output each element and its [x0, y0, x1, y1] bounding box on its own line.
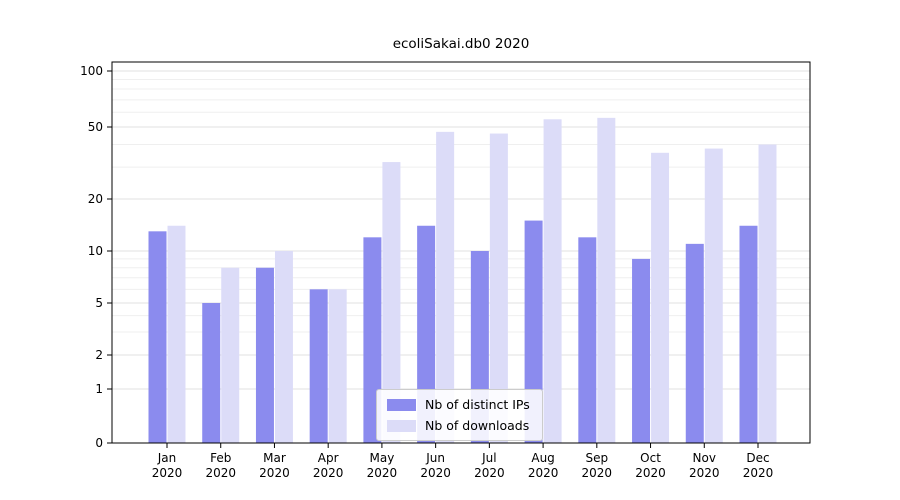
x-tick-label-month: Jan	[157, 451, 177, 465]
x-tick-label-year: 2020	[689, 466, 720, 480]
bar-nb-of-downloads-dec	[758, 144, 777, 443]
x-tick-label-year: 2020	[259, 466, 290, 480]
axes-box	[111, 61, 811, 444]
x-tick-label-month: Oct	[640, 451, 661, 465]
y-tick-label: 5	[95, 296, 103, 310]
legend-item-distinct-ips: Nb of distinct IPs	[387, 397, 530, 412]
x-tick-label-month: Feb	[210, 451, 231, 465]
x-tick-label-month: May	[370, 451, 395, 465]
bar-nb-of-downloads-sep	[597, 117, 616, 444]
bar-nb-of-downloads-jul	[489, 133, 508, 443]
bar-nb-of-downloads-aug	[543, 119, 562, 443]
x-tick-label-month: Nov	[693, 451, 716, 465]
legend-item-downloads: Nb of downloads	[387, 418, 530, 433]
legend: Nb of distinct IPs Nb of downloads	[376, 389, 543, 441]
y-tick-label: 20	[88, 192, 103, 206]
x-tick-label-month: Mar	[263, 451, 286, 465]
bar-nb-of-distinct-ips-mar	[255, 267, 274, 443]
bar-nb-of-distinct-ips-aug	[524, 220, 543, 443]
bar-nb-of-downloads-oct	[651, 152, 670, 443]
bar-nb-of-distinct-ips-oct	[632, 258, 651, 443]
bar-nb-of-distinct-ips-jun	[417, 225, 436, 443]
legend-label-distinct-ips: Nb of distinct IPs	[425, 397, 530, 412]
x-tick-label-year: 2020	[528, 466, 559, 480]
y-tick-label: 100	[80, 64, 103, 78]
bar-nb-of-downloads-may	[382, 162, 401, 443]
x-tick-label-year: 2020	[205, 466, 236, 480]
x-tick-label-year: 2020	[367, 466, 398, 480]
x-tick-label-year: 2020	[635, 466, 666, 480]
x-tick-label-year: 2020	[313, 466, 344, 480]
bar-nb-of-distinct-ips-apr	[309, 289, 328, 443]
x-tick-label-month: Jul	[481, 451, 496, 465]
bar-nb-of-downloads-nov	[704, 148, 723, 443]
chart-title: ecoliSakai.db0 2020	[392, 36, 530, 52]
x-tick-label-month: Aug	[531, 451, 554, 465]
x-tick-label-year: 2020	[582, 466, 613, 480]
bar-nb-of-distinct-ips-nov	[685, 243, 704, 443]
y-tick-label: 0	[95, 436, 103, 450]
legend-swatch-downloads	[387, 419, 416, 432]
bar-nb-of-downloads-jun	[436, 131, 455, 443]
x-tick-label-month: Dec	[746, 451, 769, 465]
bar-nb-of-downloads-jan	[167, 225, 186, 443]
bar-nb-of-distinct-ips-feb	[202, 303, 221, 443]
legend-swatch-distinct-ips	[387, 398, 416, 411]
bar-nb-of-distinct-ips-dec	[739, 225, 758, 443]
x-tick-label-month: Apr	[318, 451, 339, 465]
x-tick-label-year: 2020	[420, 466, 451, 480]
x-tick-label-year: 2020	[743, 466, 774, 480]
bar-nb-of-distinct-ips-jan	[148, 231, 167, 443]
y-tick-label: 2	[95, 348, 103, 362]
x-tick-label-year: 2020	[474, 466, 505, 480]
bar-nb-of-downloads-mar	[274, 251, 293, 443]
y-tick-label: 1	[95, 382, 103, 396]
y-tick-label: 10	[88, 244, 103, 258]
legend-label-downloads: Nb of downloads	[425, 418, 530, 433]
x-tick-label-month: Sep	[586, 451, 609, 465]
bar-nb-of-downloads-apr	[328, 289, 347, 443]
bar-nb-of-downloads-feb	[221, 267, 240, 443]
x-tick-label-year: 2020	[152, 466, 183, 480]
bar-nb-of-distinct-ips-sep	[578, 237, 597, 443]
y-tick-label: 50	[88, 120, 103, 134]
x-tick-label-month: Jun	[425, 451, 445, 465]
